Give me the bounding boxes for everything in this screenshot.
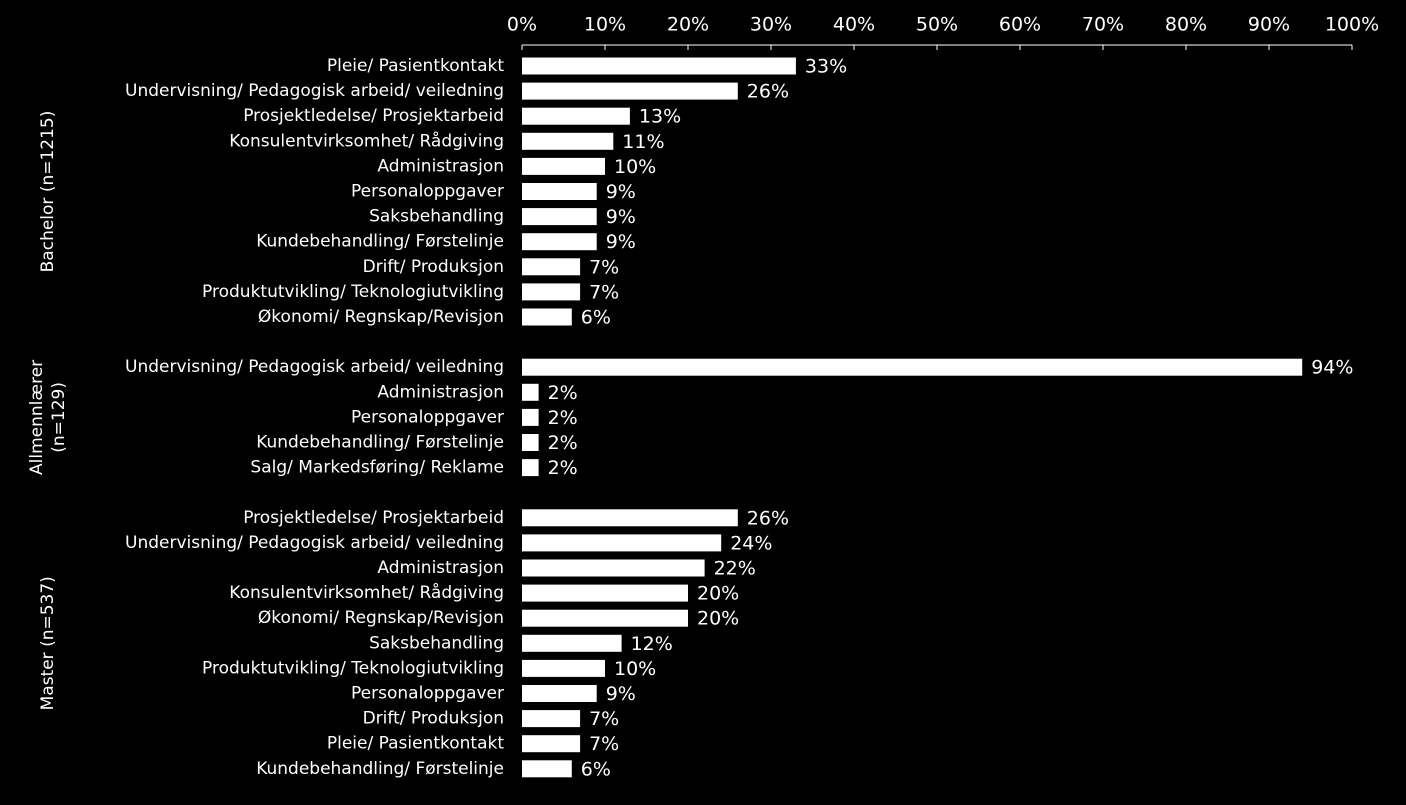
category-label: Administrasjon [377,382,504,402]
x-tick-label: 40% [833,14,875,36]
bar [522,358,1303,376]
value-label: 9% [606,181,636,203]
category-label: Saksbehandling [369,633,504,653]
x-tick-label: 0% [507,14,537,36]
x-tick-label: 60% [999,14,1041,36]
value-label: 2% [548,432,578,454]
category-label: Pleie/ Pasientkontakt [327,56,504,76]
value-label: 7% [589,708,619,730]
value-label: 10% [614,156,656,178]
group-label: Allmennlærer [27,360,47,475]
bar [522,183,597,200]
bar [522,408,539,426]
value-label: 26% [747,507,789,529]
value-label: 7% [589,256,619,278]
category-label: Personaloppgaver [351,407,504,427]
category-label: Personaloppgaver [351,182,504,202]
value-label: 7% [589,733,619,755]
category-label: Prosjektledelse/ Prosjektarbeid [243,508,504,528]
bar [522,659,605,677]
bar [522,559,705,577]
bar [522,157,605,175]
bar [522,283,581,301]
bar [522,584,688,602]
x-tick-label: 30% [750,14,792,36]
value-label: 7% [589,281,619,303]
bar [522,509,738,527]
category-label: Saksbehandling [369,207,504,227]
bar [522,208,597,226]
bar [522,459,539,477]
x-tick-label: 50% [916,14,958,36]
value-label: 2% [548,457,578,479]
value-label: 24% [730,532,772,554]
bar [522,685,597,702]
category-label: Undervisning/ Pedagogisk arbeid/ veiledn… [125,533,504,553]
group-label: Bachelor (n=1215) [38,111,58,273]
category-label: Administrasjon [377,156,504,176]
value-label: 26% [747,81,789,103]
x-tick-label: 90% [1248,14,1290,36]
category-label: Administrasjon [377,558,504,578]
value-label: 9% [606,683,636,705]
category-label: Salg/ Markedsføring/ Reklame [250,458,504,478]
value-label: 6% [581,307,611,329]
category-label: Pleie/ Pasientkontakt [327,734,504,754]
value-label: 2% [548,407,578,429]
category-label: Økonomi/ Regnskap/Revisjon [258,608,504,628]
value-label: 94% [1311,357,1353,379]
value-label: 2% [548,382,578,404]
category-label: Kundebehandling/ Førstelinje [256,232,504,252]
group-label: (n=129) [49,382,69,453]
bar [522,308,572,326]
category-label: Prosjektledelse/ Prosjektarbeid [243,106,504,126]
bar [522,107,630,125]
value-label: 12% [631,633,673,655]
bar [522,735,581,753]
bar [522,57,796,75]
value-label: 22% [714,558,756,580]
bar [522,609,688,627]
category-label: Konsulentvirksomhet/ Rådgiving [229,582,504,603]
value-label: 10% [614,658,656,680]
category-label: Undervisning/ Pedagogisk arbeid/ veiledn… [125,357,504,377]
bar [522,534,722,552]
bar [522,82,738,100]
value-label: 9% [606,231,636,253]
category-label: Økonomi/ Regnskap/Revisjon [258,307,504,327]
category-label: Drift/ Produksjon [363,709,504,729]
value-label: 11% [622,131,664,153]
x-tick-label: 10% [584,14,626,36]
bar [522,233,597,251]
category-label: Kundebehandling/ Førstelinje [256,433,504,453]
group-label: Master (n=537) [38,576,58,710]
value-label: 6% [581,758,611,780]
value-label: 13% [639,106,681,128]
bar [522,760,572,778]
bar [522,634,622,652]
value-label: 20% [697,608,739,630]
value-label: 20% [697,583,739,605]
category-label: Kundebehandling/ Førstelinje [256,759,504,779]
x-tick-label: 20% [667,14,709,36]
category-label: Undervisning/ Pedagogisk arbeid/ veiledn… [125,81,504,101]
category-label: Drift/ Produksjon [363,257,504,277]
bar [522,710,581,728]
value-label: 33% [805,56,847,78]
category-label: Personaloppgaver [351,684,504,704]
x-tick-label: 70% [1082,14,1124,36]
bar [522,132,614,150]
bar [522,383,539,401]
x-tick-label: 100% [1325,14,1379,36]
category-label: Produktutvikling/ Teknologiutvikling [202,282,504,302]
category-label: Produktutvikling/ Teknologiutvikling [202,658,504,678]
bar [522,434,539,451]
bar [522,258,581,276]
x-tick-label: 80% [1165,14,1207,36]
category-label: Konsulentvirksomhet/ Rådgiving [229,130,504,151]
value-label: 9% [606,206,636,228]
